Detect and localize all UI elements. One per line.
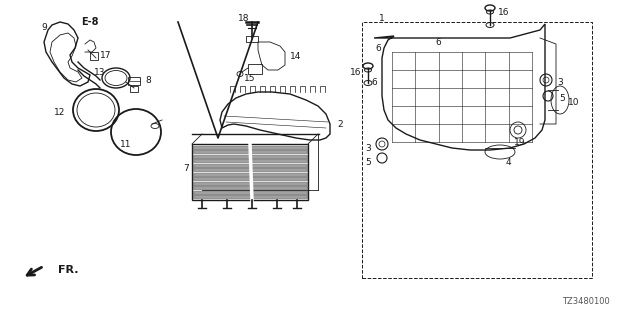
Text: 6: 6 [371, 77, 377, 86]
Text: 5: 5 [559, 93, 565, 102]
Text: 9: 9 [41, 22, 47, 31]
Bar [192, 144, 308, 200]
Text: 10: 10 [568, 98, 580, 107]
Text: 3: 3 [365, 143, 371, 153]
Text: 14: 14 [291, 52, 301, 60]
Text: FR.: FR. [58, 265, 79, 275]
Text: E-8: E-8 [81, 17, 99, 27]
Text: 13: 13 [94, 68, 106, 76]
Text: 17: 17 [100, 51, 112, 60]
Bar [246, 36, 258, 42]
Text: 2: 2 [337, 119, 343, 129]
Text: 7: 7 [183, 164, 189, 172]
Bar [248, 64, 262, 74]
Text: 16: 16 [350, 68, 362, 76]
Text: 8: 8 [145, 76, 151, 84]
Text: 12: 12 [54, 108, 66, 116]
Bar [128, 77, 140, 85]
Text: TZ3480100: TZ3480100 [563, 297, 610, 306]
Text: 3: 3 [557, 77, 563, 86]
Text: 16: 16 [499, 7, 509, 17]
Text: 1: 1 [379, 13, 385, 22]
Bar [130, 86, 138, 92]
Text: 19: 19 [515, 138, 525, 147]
Text: 18: 18 [238, 13, 250, 22]
Bar [90, 52, 98, 60]
Text: 6: 6 [435, 37, 441, 46]
Text: 5: 5 [365, 157, 371, 166]
Text: 4: 4 [505, 157, 511, 166]
Text: 11: 11 [120, 140, 132, 148]
Text: 6: 6 [375, 44, 381, 52]
Text: 15: 15 [244, 74, 256, 83]
Bar [362, 22, 592, 278]
